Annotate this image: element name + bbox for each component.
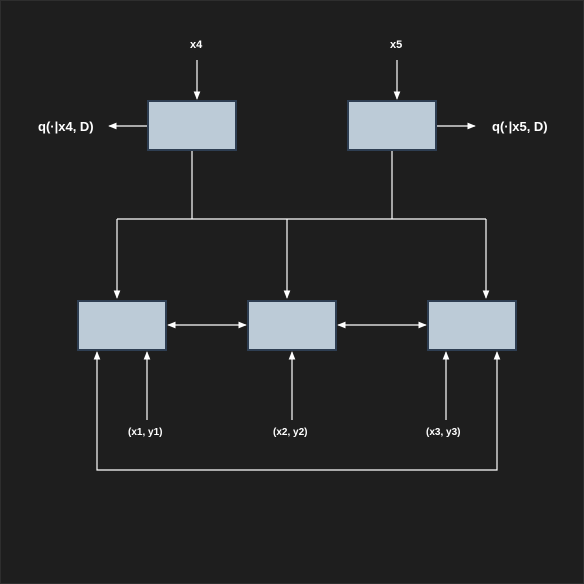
context-label-x1y1: (x1, y1) (128, 427, 163, 438)
node-bottom-right[interactable] (427, 300, 517, 351)
context-label-x2y2: (x2, y2) (273, 427, 308, 438)
context-label-x3y3: (x3, y3) (426, 427, 461, 438)
node-top-right[interactable] (347, 100, 437, 151)
output-label-left: q(·|x4, D) (38, 119, 94, 134)
node-top-left[interactable] (147, 100, 237, 151)
output-label-right: q(·|x5, D) (492, 119, 548, 134)
node-bottom-left[interactable] (77, 300, 167, 351)
node-bottom-middle[interactable] (247, 300, 337, 351)
arrow-outer-loop (93, 351, 501, 471)
input-label-x4: x4 (190, 39, 203, 51)
input-label-x5: x5 (390, 39, 403, 51)
